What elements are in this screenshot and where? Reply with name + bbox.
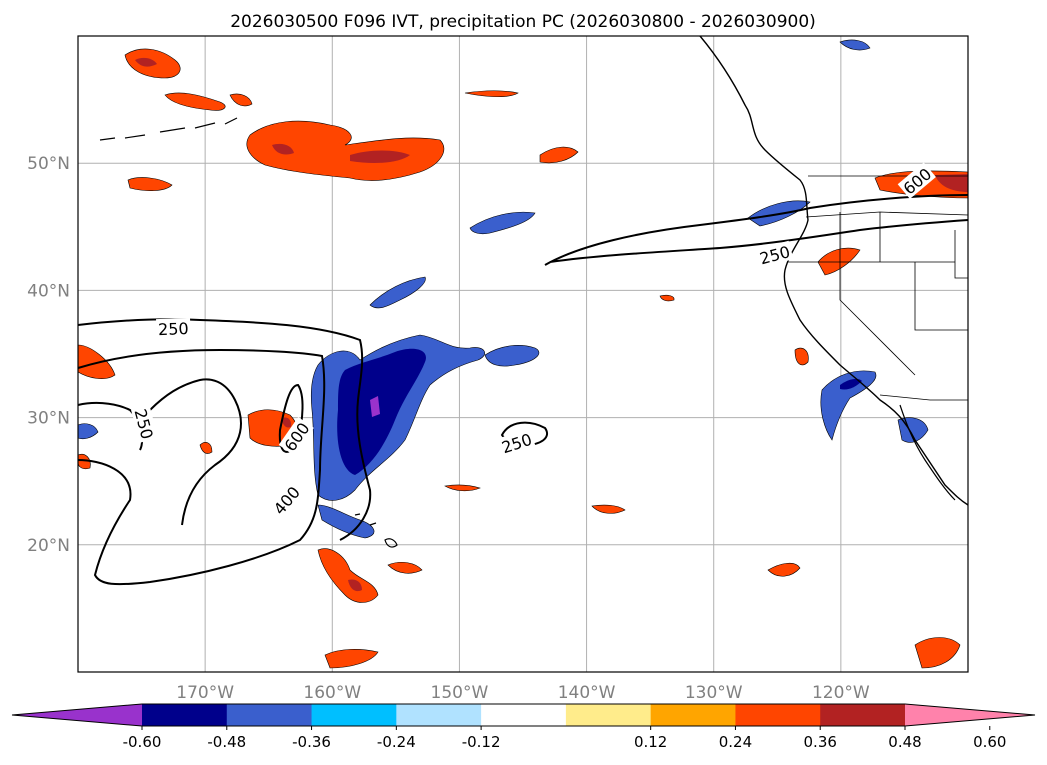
contour-label-bg xyxy=(267,480,305,520)
contour-label-bg xyxy=(131,404,159,443)
latitude-tick-labels: 20°N 30°N 40°N 50°N xyxy=(27,154,70,556)
positive-pc-region xyxy=(199,442,213,454)
lon-tick-label: 120°W xyxy=(812,683,870,703)
contour-label-bg xyxy=(278,417,314,456)
positive-pc-core xyxy=(350,150,410,163)
positive-pc-region xyxy=(77,344,116,380)
lon-tick-label: 150°W xyxy=(431,683,489,703)
lat-tick-label: 30°N xyxy=(27,409,70,429)
ivt-contour-label: 250 xyxy=(156,317,191,339)
colorbar-segment xyxy=(142,704,228,726)
positive-pc-core xyxy=(272,143,294,155)
colorbar-tick-label: -0.60 xyxy=(123,733,162,751)
ivt-contour-600 xyxy=(278,383,304,453)
positive-pc-region xyxy=(127,177,173,191)
lat-tick-label: 20°N xyxy=(27,536,70,556)
baja-coastline xyxy=(899,404,956,501)
colorbar-tick-label: 0.60 xyxy=(973,733,1006,751)
lat-tick-label: 40°N xyxy=(27,281,70,301)
contour-label-text: 250 xyxy=(158,319,189,339)
colorbar-tick-label: -0.36 xyxy=(292,733,331,751)
colorbar-segment xyxy=(311,704,397,726)
colorbar-tick-label: 0.12 xyxy=(634,733,667,751)
contour-label-bg xyxy=(497,428,536,457)
colorbar-tick-label: -0.24 xyxy=(377,733,416,751)
map-frame xyxy=(77,35,969,673)
north-america-coastline xyxy=(699,35,969,506)
figure-title: 2026030500 F096 IVT, precipitation PC (2… xyxy=(230,12,816,32)
colorbar-extend-high xyxy=(905,704,1035,726)
negative-pc-region xyxy=(839,39,871,51)
colorbar-segment xyxy=(650,704,736,726)
coastlines-and-borders xyxy=(99,35,969,548)
colorbar-segment xyxy=(396,704,482,726)
lat-gridlines xyxy=(78,162,968,546)
state-border-lines xyxy=(788,211,969,376)
colorbar-tick-label: -0.12 xyxy=(462,733,501,751)
precip-pc-shading xyxy=(77,39,969,669)
negative-pc-region xyxy=(469,211,536,235)
positive-pc-region xyxy=(246,120,445,181)
us-mexico-border xyxy=(879,394,968,401)
positive-pc-region xyxy=(444,484,481,492)
lat-tick-label: 50°N xyxy=(27,154,70,174)
colorbar-tick-label: 0.36 xyxy=(804,733,837,751)
negative-pc-region xyxy=(77,423,99,440)
ivt-contour-label: 400 xyxy=(267,480,305,520)
aleutian-islands xyxy=(99,117,238,141)
negative-pc-min xyxy=(370,396,380,417)
positive-pc-region xyxy=(659,294,675,302)
positive-pc-region xyxy=(164,92,226,111)
colorbar-segment xyxy=(226,704,313,726)
colorbar-tick-label: 0.24 xyxy=(719,733,752,751)
contour-label-bg xyxy=(755,240,794,268)
positive-pc-core xyxy=(282,417,292,428)
positive-pc-core xyxy=(348,579,362,592)
state-borders xyxy=(788,175,969,401)
positive-pc-core xyxy=(935,174,968,192)
colorbar: -0.60 -0.48 -0.36 -0.24 -0.12 0.12 0.24 0.36 0.4… xyxy=(11,703,1036,751)
positive-pc-region xyxy=(387,561,423,574)
colorbar-segment xyxy=(565,704,652,726)
positive-pc-region xyxy=(539,146,579,164)
positive-pc-region xyxy=(914,637,961,669)
ivt-contour-400 xyxy=(77,348,326,586)
hawaiian-islands xyxy=(354,513,398,548)
colorbar-extend-low xyxy=(12,704,142,726)
negative-pc-region xyxy=(369,276,426,309)
longitude-tick-labels: 170°W 160°W 150°W 140°W 130°W 120°W xyxy=(176,683,870,703)
negative-pc-region xyxy=(484,345,540,367)
positive-pc-region xyxy=(464,90,519,98)
positive-pc-region xyxy=(317,548,379,603)
contour-label-bg xyxy=(897,162,936,199)
colorbar-segment xyxy=(735,704,821,726)
positive-pc-region xyxy=(794,347,809,366)
positive-pc-region xyxy=(817,247,861,276)
negative-pc-region xyxy=(820,370,877,441)
lon-tick-label: 170°W xyxy=(176,683,234,703)
colorbar-segment xyxy=(481,704,567,726)
colorbar-tick-label: -0.48 xyxy=(207,733,246,751)
positive-pc-region xyxy=(77,453,91,470)
negative-pc-core xyxy=(840,378,862,390)
positive-pc-region xyxy=(229,93,253,107)
positive-pc-region xyxy=(591,504,626,514)
positive-pc-region xyxy=(767,562,801,577)
positive-pc-region xyxy=(324,649,379,669)
colorbar-segment xyxy=(820,704,906,726)
lon-tick-label: 140°W xyxy=(558,683,616,703)
ivt-contour-inner xyxy=(149,378,242,526)
contour-label-bg xyxy=(156,317,191,339)
positive-pc-core xyxy=(135,57,157,67)
colorbar-tick-label: 0.48 xyxy=(888,733,921,751)
lon-tick-label: 130°W xyxy=(685,683,743,703)
negative-pc-region xyxy=(317,504,375,539)
lon-tick-label: 160°W xyxy=(303,683,361,703)
ivt-contour-250-northeast xyxy=(544,194,969,266)
